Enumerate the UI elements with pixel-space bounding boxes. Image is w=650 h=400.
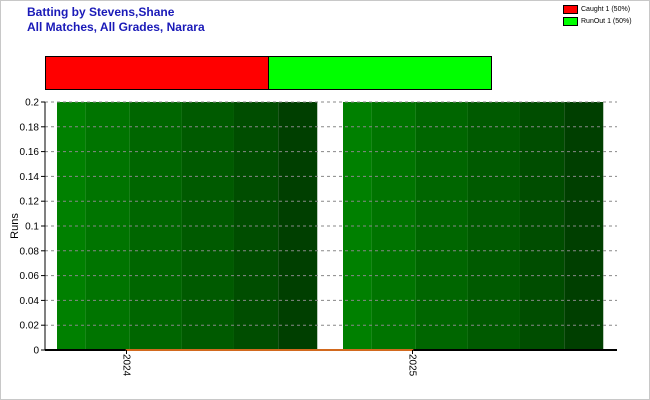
x-tick-label-2025: 2025 — [407, 354, 418, 377]
legend-item-caught: Caught 1 (50%) — [563, 4, 632, 15]
dismissal-summary-bar — [45, 56, 492, 90]
bar-band-2025-3 — [467, 102, 520, 350]
legend-label-runout: RunOut 1 (50%) — [581, 18, 632, 25]
y-tick-label-10: 0.2 — [25, 98, 39, 109]
dismissal-segment-caught — [46, 57, 268, 89]
y-axis-label: Runs — [9, 213, 21, 239]
y-tick-label-7: 0.14 — [20, 172, 40, 183]
legend-swatch-caught — [563, 5, 578, 14]
y-tick-label-1: 0.02 — [20, 321, 40, 332]
legend-item-runout: RunOut 1 (50%) — [563, 16, 632, 27]
y-tick-label-0: 0 — [33, 346, 39, 357]
chart-title: Batting by Stevens,Shane — [27, 5, 175, 19]
y-tick-label-2: 0.04 — [20, 296, 40, 307]
y-tick-label-5: 0.1 — [25, 222, 39, 233]
y-tick-label-4: 0.08 — [20, 246, 40, 257]
y-tick-label-3: 0.06 — [20, 271, 40, 282]
legend: Caught 1 (50%) RunOut 1 (50%) — [563, 4, 632, 28]
x-tick-label-2024: 2024 — [121, 354, 132, 377]
legend-swatch-runout — [563, 17, 578, 26]
y-tick-label-9: 0.18 — [20, 122, 40, 133]
legend-label-caught: Caught 1 (50%) — [581, 6, 631, 13]
y-tick-label-6: 0.12 — [20, 197, 40, 208]
chart-subtitle: All Matches, All Grades, Narara — [27, 20, 205, 34]
bar-band-2025-5 — [564, 102, 604, 350]
y-tick-label-8: 0.16 — [20, 147, 40, 158]
dismissal-segment-runout — [268, 57, 491, 89]
